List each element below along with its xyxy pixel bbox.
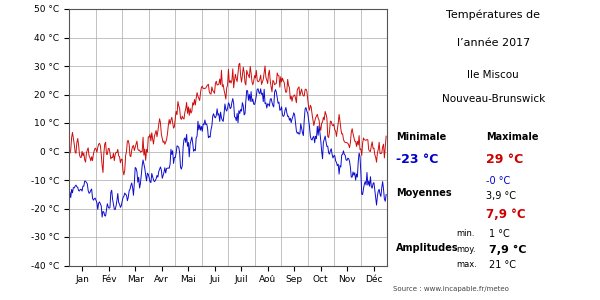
Text: -23 °C: -23 °C [396,153,439,166]
Text: Températures de: Températures de [446,9,540,20]
Text: -0 °C: -0 °C [486,176,510,185]
Text: moy.: moy. [456,244,476,253]
Text: max.: max. [456,260,477,269]
Text: 7,9 °C: 7,9 °C [486,208,526,220]
Text: min.: min. [456,230,475,238]
Text: Nouveau-Brunswick: Nouveau-Brunswick [442,94,545,104]
Text: l’année 2017: l’année 2017 [457,38,530,47]
Text: Maximale: Maximale [486,132,539,142]
Text: 1 °C: 1 °C [489,229,510,238]
Text: 3,9 °C: 3,9 °C [486,191,516,201]
Text: Ile Miscou: Ile Miscou [467,70,519,80]
Text: Source : www.incapable.fr/meteo: Source : www.incapable.fr/meteo [393,286,509,292]
Text: 7,9 °C: 7,9 °C [489,245,527,255]
Text: Minimale: Minimale [396,132,446,142]
Text: Moyennes: Moyennes [396,188,452,197]
Text: 21 °C: 21 °C [489,260,516,270]
Text: Amplitudes: Amplitudes [396,243,458,253]
Text: 29 °C: 29 °C [486,153,523,166]
